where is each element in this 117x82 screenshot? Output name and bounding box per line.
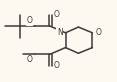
Text: O: O <box>26 16 32 25</box>
Text: N: N <box>57 28 63 37</box>
Text: O: O <box>54 10 60 19</box>
Text: O: O <box>54 61 60 70</box>
Text: O: O <box>26 55 32 64</box>
Text: O: O <box>95 28 101 37</box>
